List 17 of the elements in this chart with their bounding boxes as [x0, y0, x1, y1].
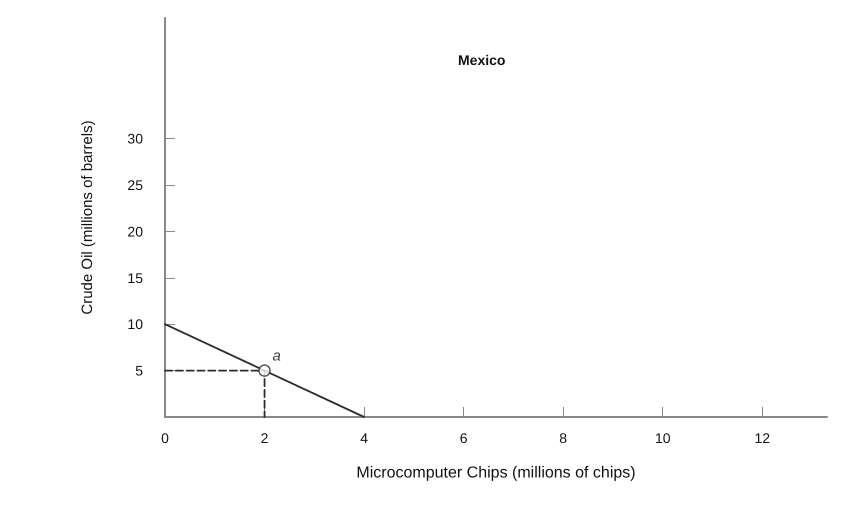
y-tick-label: 25 — [127, 177, 144, 194]
y-axis-title: Crude Oil (millions of barrels) — [79, 120, 96, 315]
y-tick-label: 30 — [127, 130, 144, 147]
x-tick-label: 0 — [161, 430, 170, 446]
x-tick-label: 2 — [260, 430, 269, 446]
x-tick-label: 6 — [460, 430, 468, 446]
x-tick-label: 4 — [360, 430, 368, 446]
y-tick-label: 5 — [135, 362, 144, 379]
x-tick-label: 8 — [559, 430, 568, 446]
y-tick-label: 15 — [127, 270, 144, 286]
annotation: Mexico — [458, 52, 506, 68]
annotation: a — [272, 348, 281, 365]
x-axis-title: Microcomputer Chips (millions of chips) — [356, 464, 636, 482]
y-tick-label: 10 — [127, 316, 144, 332]
x-tick-label: 12 — [754, 430, 770, 446]
x-tick-label: 10 — [654, 430, 671, 446]
y-tick-label: 20 — [127, 223, 144, 240]
